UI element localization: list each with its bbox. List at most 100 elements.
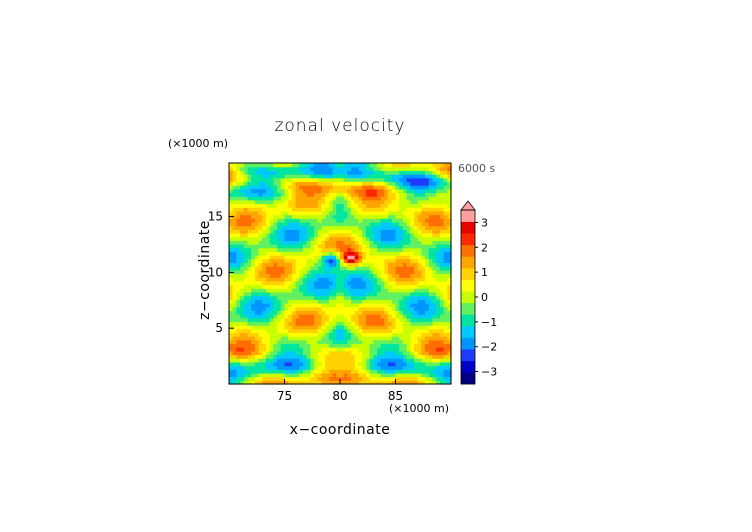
field-cell [303,240,308,245]
field-cell [447,299,452,304]
field-cell [410,317,415,322]
field-cell [365,280,371,286]
field-cell [373,218,378,223]
field-cell [236,203,241,208]
field-cell [347,288,352,293]
field-cell [354,314,360,319]
field-cell [251,244,256,249]
field-cell [447,203,452,208]
field-cell [365,247,371,252]
field-cell [251,232,256,238]
field-cell [373,325,378,330]
field-cell [428,255,434,260]
field-cell [417,163,422,168]
field-cell [432,174,437,179]
field-cell [384,255,389,260]
field-cell [232,236,237,241]
field-cell [232,376,237,381]
field-cell [328,291,334,297]
field-cell [284,380,289,385]
field-cell [447,240,452,245]
field-cell [347,229,352,234]
field-cell [336,251,341,256]
field-cell [377,232,382,238]
field-cell [395,288,400,293]
field-cell [232,361,237,367]
field-cell [443,299,448,304]
field-cell [280,332,286,337]
field-cell [258,174,263,179]
field-cell [414,347,419,352]
field-cell [351,210,356,216]
field-cell [417,328,422,334]
field-cell [399,314,404,319]
field-cell [284,174,289,179]
field-cell [269,299,274,304]
field-cell [432,321,437,326]
field-cell [410,232,415,238]
field-cell [332,244,337,249]
field-cell [377,214,382,219]
field-cell [354,210,360,216]
field-cell [425,214,430,219]
field-cell [384,166,389,171]
field-cell [295,251,300,256]
field-cell [417,277,422,282]
field-cell [414,269,419,275]
field-cell [332,328,337,334]
field-cell [288,273,293,278]
field-cell [399,302,404,308]
field-cell [358,177,363,183]
field-cell [314,225,319,230]
field-cell [439,218,445,223]
field-cell [380,196,385,201]
field-cell [421,314,426,319]
field-cell [243,288,249,293]
field-cell [340,336,345,341]
field-cell [439,302,445,308]
field-cell [395,163,400,168]
field-cell [417,207,422,212]
field-cell [358,225,363,230]
field-cell [247,369,252,374]
field-cell [306,325,311,330]
field-cell [295,181,300,186]
field-cell [306,240,311,245]
field-cell [369,376,374,381]
field-cell [384,236,389,241]
field-cell [236,354,241,359]
field-cell [340,221,345,227]
field-cell [347,166,352,171]
field-cell [251,188,256,194]
field-cell [425,244,430,249]
field-cell [303,203,308,208]
field-cell [351,295,356,300]
field-cell [391,174,397,179]
field-cell [258,277,263,282]
field-cell [325,358,330,363]
field-cell [447,328,452,334]
field-cell [254,174,260,179]
field-cell [288,380,293,385]
field-cell [328,229,334,234]
field-cell [373,214,378,219]
field-cell [310,328,315,334]
field-cell [428,306,434,311]
field-cell [273,174,278,179]
field-cell [410,354,415,359]
field-cell [365,302,371,308]
field-cell [373,229,378,234]
field-cell [432,214,437,219]
field-cell [369,251,374,256]
field-cell [395,350,400,356]
field-cell [340,207,345,212]
field-cell [388,277,393,282]
field-cell [384,185,389,190]
field-cell [421,328,426,334]
field-cell [391,321,397,326]
field-cell [391,266,397,271]
field-cell [251,358,256,363]
field-cell [336,302,341,308]
field-cell [358,166,363,171]
field-cell [280,284,286,289]
